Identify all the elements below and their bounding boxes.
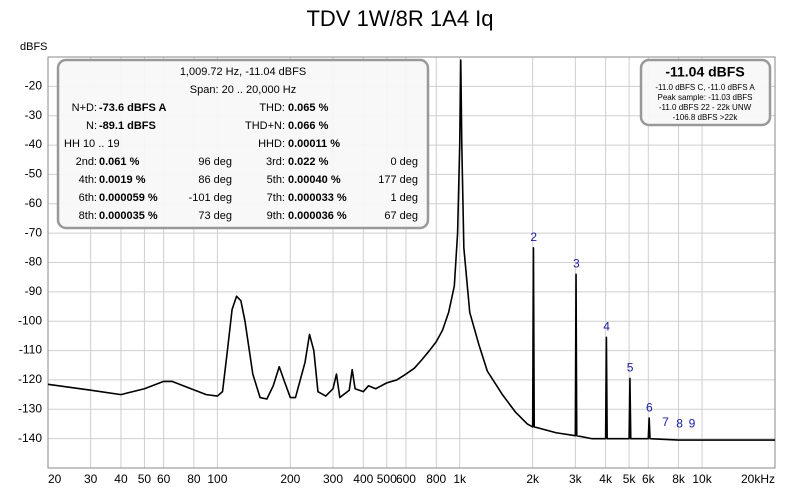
info-label: HHD: [258,138,285,150]
x-tick-label: 6k [642,472,656,486]
y-tick-label: -70 [25,225,43,239]
x-tick-label: 20kHz [741,472,775,486]
info-phase: 1 deg [390,192,418,204]
harmonic-label: 9 [689,416,696,430]
y-tick-label: -20 [25,79,43,93]
info-label: 4th: [79,174,97,186]
y-tick-label: -100 [18,313,42,327]
y-tick-label: -140 [18,431,42,445]
info-phase: 0 deg [390,156,418,168]
level-title: -11.04 dBFS [665,64,744,80]
boxes: 1,009.72 Hz, -11.04 dBFS Span: 20 .. 20,0… [56,58,772,230]
info-label: HH 10 .. 19 [64,138,120,150]
x-tick-label: 10k [692,472,712,486]
x-tick-label: 1k [453,472,467,486]
info-value: -89.1 dBFS [99,120,156,132]
x-tick-label: 200 [280,472,300,486]
info-value: 0.00040 % [288,174,341,186]
x-tick-label: 4k [599,472,613,486]
y-tick-label: -120 [18,372,42,386]
info-value: 0.061 % [99,156,140,168]
info-label: 5th: [267,174,285,186]
x-tick-label: 50 [138,472,152,486]
info-value: 0.000035 % [99,210,158,222]
x-tick-label: 40 [114,472,128,486]
info-label: 3rd: [266,156,285,168]
x-tick-label: 30 [84,472,98,486]
level-line: -11.0 dBFS 22 - 22k UNW [659,103,752,112]
y-tick-label: -110 [19,343,42,357]
info-box [56,58,430,230]
harmonic-label: 6 [646,400,653,414]
harmonic-label: 8 [676,416,683,430]
x-tick-label: 60 [157,472,171,486]
info-value: 0.000036 % [288,210,347,222]
y-tick-label: -60 [25,196,43,210]
info-value: 0.000059 % [99,192,158,204]
info-label: THD: [259,102,285,114]
info-label: THD+N: [245,120,285,132]
x-tick-label: 300 [323,472,343,486]
y-axis-label: dBFS [20,41,48,53]
info-label: 8th: [79,210,97,222]
x-tick-label: 400 [353,472,373,486]
info-value: 0.066 % [288,120,329,132]
x-tick-label: 20 [48,472,62,486]
spectrum-line [47,59,775,441]
info-label: 6th: [79,192,97,204]
info-value: 0.065 % [288,102,329,114]
info-header: 1,009.72 Hz, -11.04 dBFS [180,66,306,78]
x-tick-label: 600 [396,472,416,486]
x-tick-label: 8k [672,472,686,486]
info-phase: 96 deg [198,156,232,168]
info-label: N: [86,120,97,132]
y-tick-label: -90 [25,284,43,298]
harmonic-label: 5 [627,361,634,375]
x-tick-label: 100 [207,472,227,486]
x-tick-label: 2k [526,472,540,486]
level-line: -106.8 dBFS >22k [673,113,739,122]
x-tick-label: 5k [623,472,637,486]
info-value: 0.000033 % [288,192,347,204]
y-tick-label: -50 [25,167,43,181]
info-phase: 67 deg [384,210,418,222]
harmonic-label: 4 [603,320,610,334]
harmonic-label: 3 [573,256,580,270]
y-tick-label: -30 [25,108,43,122]
info-phase: 73 deg [198,210,232,222]
y-tick-label: -80 [25,255,43,269]
x-tick-label: 800 [426,472,446,486]
x-tick-label: 80 [187,472,201,486]
info-label: 9th: [267,210,285,222]
harmonic-label: 2 [530,230,537,244]
info-value: 0.022 % [288,156,329,168]
info-label: 7th: [267,192,285,204]
harmonic-label: 7 [662,415,669,429]
info-value: -73.6 dBFS A [99,102,166,114]
level-line: -11.0 dBFS C, -11.0 dBFS A [655,83,755,92]
info-phase: 177 deg [378,174,418,186]
marks: 2 3 4 5 67 8 9 [47,59,775,441]
info-label: 2nd: [76,156,97,168]
info-value: 0.0019 % [99,174,146,186]
info-phase: 86 deg [198,174,232,186]
y-tick-label: -40 [25,137,43,151]
plot-frame [47,56,776,469]
chart-title: TDV 1W/8R 1A4 Iq [306,6,493,31]
x-tick-label: 3k [569,472,583,486]
level-box [639,58,772,127]
info-label: N+D: [72,102,97,114]
y-tick-label: -130 [18,401,42,415]
level-line: Peak sample: -11.03 dBFS [657,93,752,102]
info-header: Span: 20 .. 20,000 Hz [190,84,296,96]
x-tick-label: 500 [377,472,397,486]
info-value: 0.00011 % [288,138,340,150]
info-phase: -101 deg [189,192,232,204]
